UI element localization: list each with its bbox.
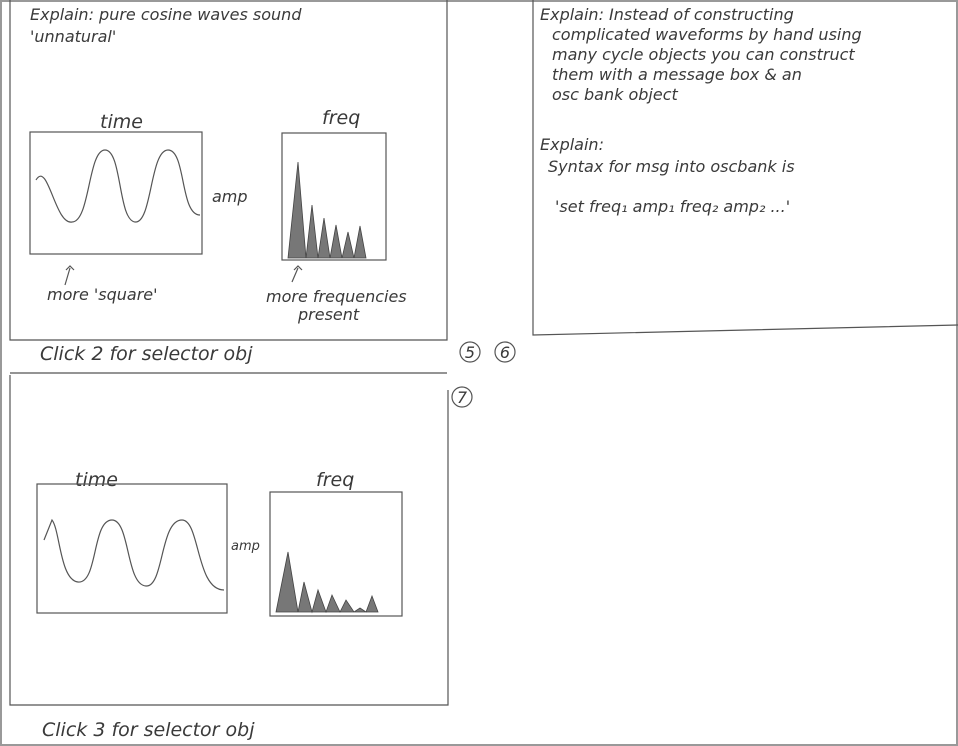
storyboard: Explain: pure cosine waves sound 'unnatu… — [0, 0, 958, 746]
footer: Click 2 for selector obj — [40, 343, 253, 365]
paragraph-line: Explain: — [540, 135, 604, 154]
panel-number: 7 — [457, 388, 468, 407]
paragraph-line: complicated waveforms by hand using — [552, 25, 862, 44]
panel-number: 5 — [465, 343, 475, 362]
time-label: time — [75, 469, 118, 491]
annotation: present — [297, 305, 360, 324]
syntax: 'set freq₁ amp₁ freq₂ amp₂ ...' — [555, 197, 790, 216]
amp-label: amp — [231, 539, 260, 554]
panel-number: 6 — [500, 343, 510, 362]
annotation: more 'square' — [47, 285, 158, 304]
paragraph-line: them with a message box & an — [552, 65, 802, 84]
heading: 'unnatural' — [30, 27, 116, 46]
annotation: more frequencies — [266, 287, 407, 306]
paragraph-line: Syntax for msg into oscbank is — [548, 157, 795, 176]
footer: Click 3 for selector obj — [42, 719, 255, 741]
paragraph-line: many cycle objects you can construct — [552, 45, 855, 64]
freq-label: freq — [322, 107, 360, 129]
freq-label: freq — [316, 469, 354, 491]
amp-label: amp — [212, 187, 248, 206]
paragraph-line: osc bank object — [552, 85, 678, 104]
paragraph-line: Explain: Instead of constructing — [540, 5, 794, 24]
time-label: time — [100, 111, 143, 133]
heading: Explain: pure cosine waves sound — [30, 5, 302, 24]
